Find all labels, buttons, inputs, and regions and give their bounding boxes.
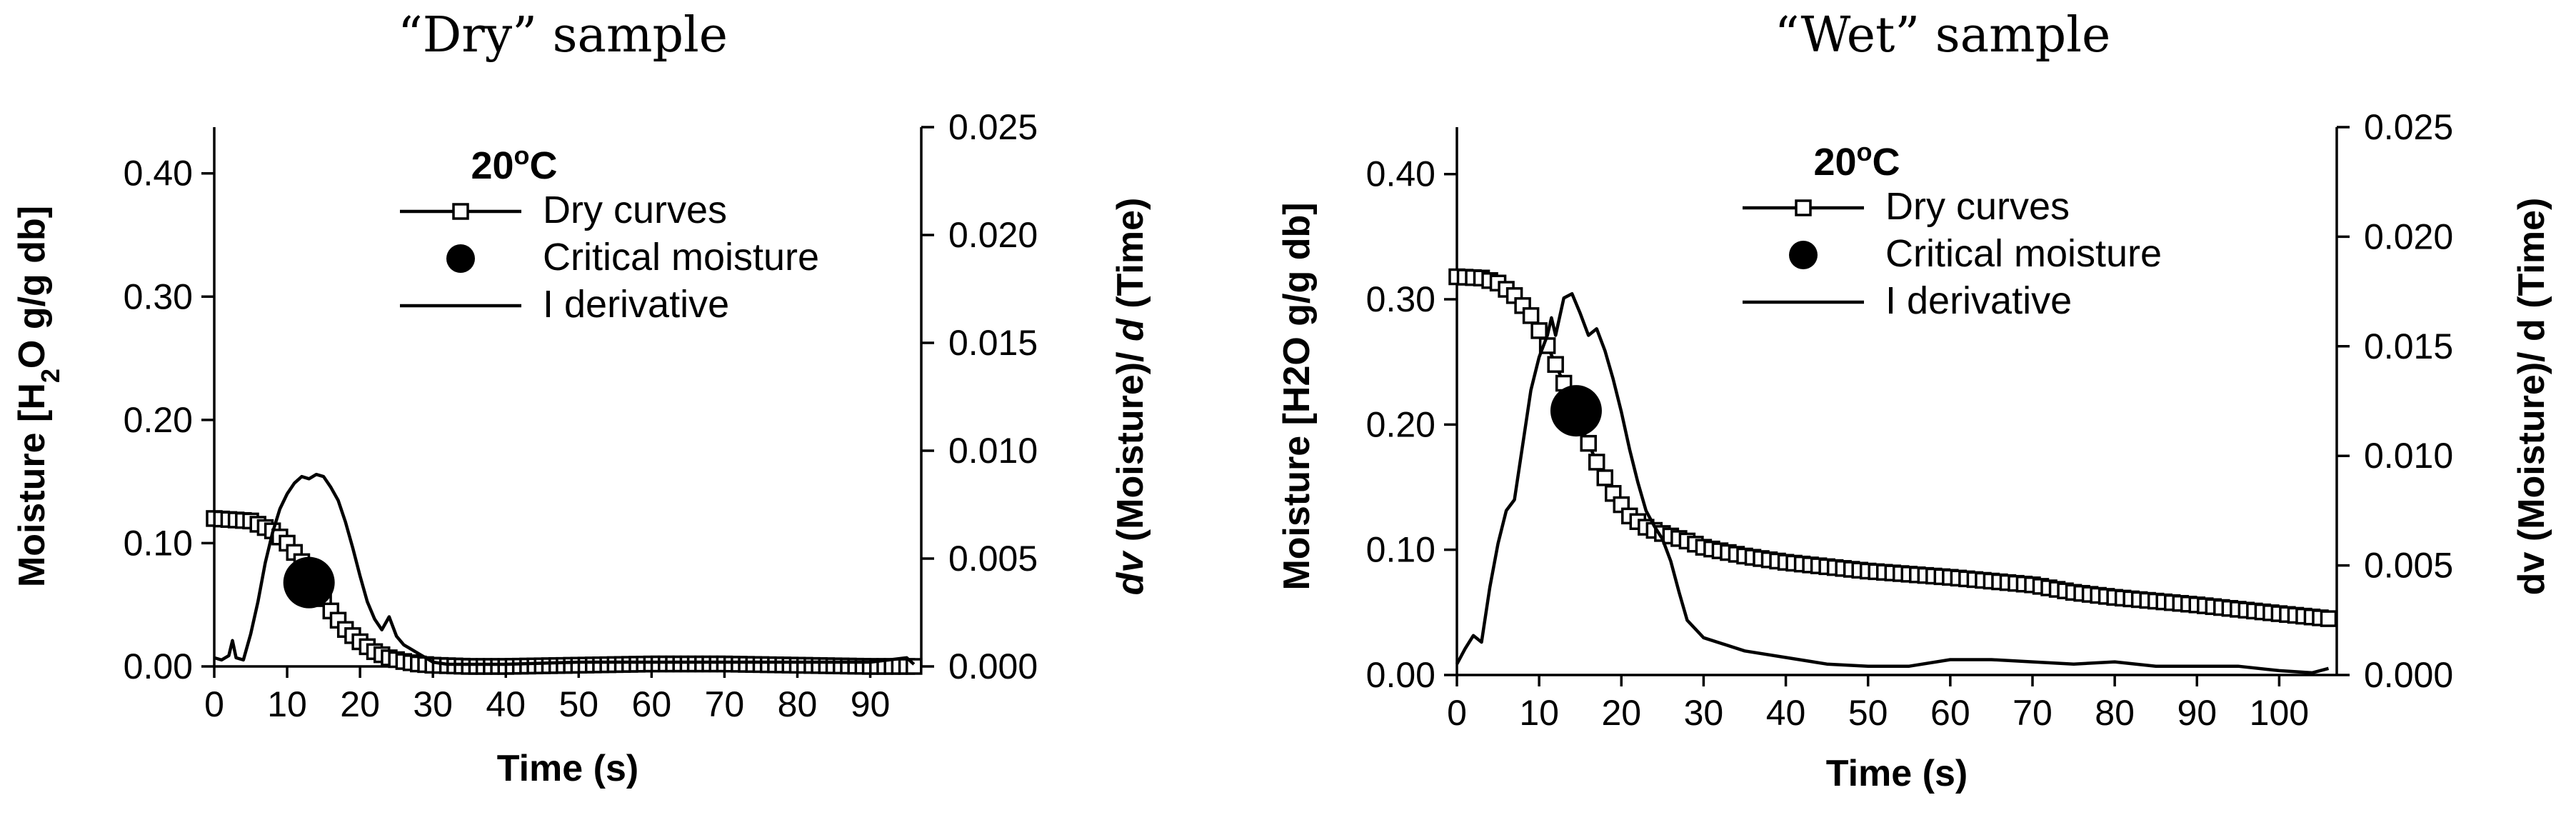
- series-line: [1455, 291, 2330, 675]
- y2-tick-label: 0.020: [948, 215, 1038, 255]
- legend-square-swatch: [452, 203, 469, 220]
- x-tick-label: 50: [558, 684, 598, 724]
- x-tick-label: 10: [267, 684, 307, 724]
- legend-entry-label: Critical moisture: [543, 236, 819, 279]
- legend-title: 20oC: [1813, 137, 1900, 184]
- x-tick-label: 30: [413, 684, 453, 724]
- legend-square-swatch: [1795, 199, 1812, 216]
- x-tick-label: 0: [204, 684, 224, 724]
- legend-circle-swatch: [446, 244, 475, 273]
- y2-tick-label: 0.005: [948, 539, 1038, 579]
- y2-tick-label: 0.015: [948, 323, 1038, 363]
- y-tick-label: 0.20: [1366, 404, 1435, 444]
- y2-tick-label: 0.025: [948, 107, 1038, 147]
- y-tick-label: 0.20: [124, 400, 193, 440]
- y-tick-label: 0.40: [1366, 154, 1435, 194]
- legend-title-part: C: [530, 144, 558, 187]
- y-tick-label: 0.40: [124, 154, 193, 194]
- legend-entry-label: Dry curves: [543, 189, 727, 231]
- series-i-derivative: [1455, 291, 2330, 675]
- y2-tick-label: 0.005: [2364, 546, 2453, 586]
- y2-axis-label-part: (Time): [1110, 198, 1151, 319]
- data-marker: [1588, 454, 1605, 471]
- data-marker: [1580, 434, 1597, 452]
- y2-axis-label-part: dv: [1110, 550, 1151, 596]
- series-critical-moisture: [283, 556, 335, 609]
- chart-0: “Dry” sample 0.00 0.10 0.20 0.30 0.40 0.000 0.0…: [11, 7, 1151, 789]
- y2-tick-label: 0.025: [2364, 107, 2453, 147]
- x-axis-label: Time (s): [497, 748, 638, 789]
- x-tick-label: 50: [1848, 693, 1888, 733]
- x-tick-label: 30: [1684, 693, 1724, 733]
- y2-axis-label: dv (Moisture)/ d (Time): [2511, 198, 2552, 596]
- series-critical-moisture: [1550, 385, 1602, 437]
- legend-title-part: 20: [471, 144, 513, 187]
- data-marker: [1522, 307, 1540, 324]
- legend-title: 20oC: [471, 141, 557, 188]
- y2-tick-label: 0.010: [948, 431, 1038, 471]
- x-tick-label: 90: [851, 684, 891, 724]
- x-tick-label: 80: [2095, 693, 2135, 733]
- critical-moisture-point: [283, 556, 335, 609]
- legend-entry-label: I derivative: [543, 283, 729, 326]
- y2-tick-label: 0.020: [2364, 216, 2453, 256]
- y-tick-label: 0.00: [124, 646, 193, 686]
- y-axis-label-part: Moisture [H: [11, 383, 53, 587]
- x-tick-label: 20: [1601, 693, 1641, 733]
- x-tick-label: 60: [1930, 693, 1970, 733]
- x-tick-label: 0: [1447, 693, 1467, 733]
- legend-circle-swatch: [1789, 241, 1818, 269]
- series-i-derivative: [214, 472, 916, 666]
- y2-tick-label: 0.000: [2364, 655, 2453, 695]
- y2-axis-label-part: dv (Moisture)/ d (Time): [2511, 198, 2552, 596]
- legend-entry-label: I derivative: [1885, 279, 2072, 322]
- x-tick-label: 80: [778, 684, 818, 724]
- series-dry-curves: [1448, 268, 2337, 627]
- y2-axis-label: dv (Moisture)/ d (Time): [1110, 198, 1151, 596]
- y-axis-label: Moisture [H2O g/g db]: [11, 206, 65, 587]
- series-line: [214, 472, 916, 666]
- legend-title-part: C: [1873, 141, 1900, 184]
- y2-tick-label: 0.000: [948, 646, 1038, 686]
- data-marker: [1596, 469, 1614, 486]
- data-marker: [1547, 356, 1564, 373]
- y-axis-label: Moisture [H2O g/g db]: [1276, 202, 1318, 590]
- x-tick-label: 40: [486, 684, 526, 724]
- y-tick-label: 0.00: [1366, 655, 1435, 695]
- x-tick-label: 20: [340, 684, 380, 724]
- x-axis-label: Time (s): [1826, 753, 1968, 794]
- data-marker: [2320, 610, 2337, 627]
- chart-1: “Wet” sample 0.00 0.10 0.20 0.30 0.40 0.000 0.0…: [1276, 7, 2552, 794]
- y-tick-label: 0.30: [124, 276, 193, 316]
- y2-tick-label: 0.010: [2364, 436, 2453, 476]
- y-tick-label: 0.10: [1366, 530, 1435, 570]
- data-marker: [1530, 322, 1548, 339]
- chart-title: “Wet” sample: [1775, 7, 2110, 64]
- y-tick-label: 0.30: [1366, 279, 1435, 319]
- legend-title-part: o: [1857, 137, 1873, 166]
- x-tick-label: 40: [1766, 693, 1806, 733]
- y2-tick-label: 0.015: [2364, 326, 2453, 366]
- y-axis-label-part: 2: [36, 369, 65, 383]
- x-tick-label: 70: [705, 684, 745, 724]
- legend-title-part: 20: [1813, 141, 1856, 184]
- critical-moisture-point: [1550, 385, 1602, 437]
- y2-axis-label-part: d: [1110, 318, 1151, 341]
- x-tick-label: 70: [2013, 693, 2053, 733]
- legend-entry-label: Dry curves: [1885, 185, 2070, 228]
- x-tick-label: 90: [2177, 693, 2217, 733]
- x-tick-label: 60: [632, 684, 672, 724]
- x-tick-label: 10: [1519, 693, 1559, 733]
- y-axis-label-part: Moisture [H2O g/g db]: [1276, 202, 1318, 590]
- y2-axis-label-part: (Moisture)/: [1110, 341, 1151, 552]
- y-axis-label-part: O g/g db]: [11, 206, 53, 369]
- legend-entry-label: Critical moisture: [1885, 232, 2162, 275]
- y-tick-label: 0.10: [124, 523, 193, 563]
- legend-title-part: o: [514, 141, 530, 170]
- chart-title: “Dry” sample: [398, 7, 728, 64]
- x-tick-label: 100: [2250, 693, 2309, 733]
